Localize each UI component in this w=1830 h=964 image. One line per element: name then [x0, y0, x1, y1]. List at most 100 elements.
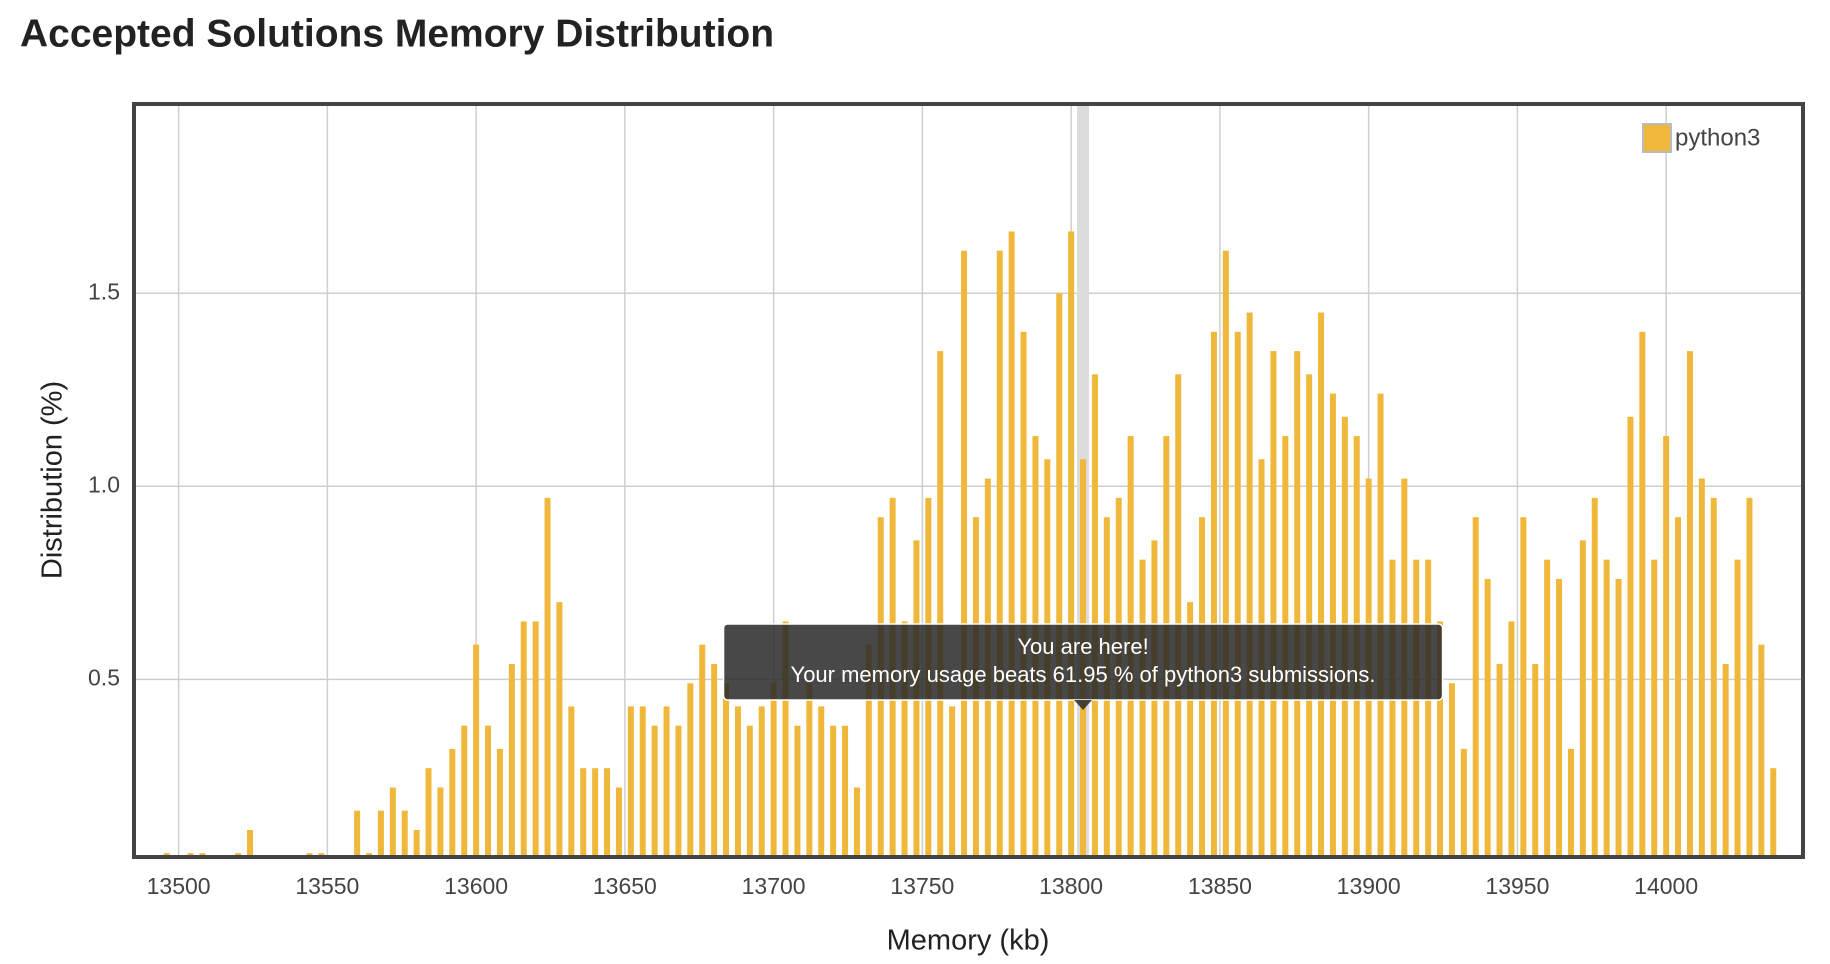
- bar: [1734, 559, 1741, 857]
- x-tick-label: 13700: [742, 873, 806, 899]
- y-axis-label: Distribution (%): [37, 381, 69, 579]
- x-tick-label: 13750: [890, 873, 954, 899]
- bar: [1234, 331, 1241, 857]
- x-tick-label: 13850: [1188, 873, 1252, 899]
- bar: [1425, 559, 1432, 857]
- bar: [1246, 312, 1253, 857]
- bar: [461, 725, 468, 857]
- bar: [901, 621, 908, 857]
- bar: [627, 706, 634, 857]
- bar: [1496, 663, 1503, 857]
- bar: [1579, 540, 1586, 857]
- bar: [1603, 559, 1610, 857]
- bar: [1615, 578, 1622, 857]
- bar: [604, 768, 611, 857]
- bar: [247, 829, 254, 857]
- bar: [568, 706, 575, 857]
- bar: [1460, 748, 1467, 857]
- bar: [1413, 559, 1420, 857]
- bar: [1472, 517, 1479, 857]
- bar: [1770, 768, 1777, 857]
- bar: [1520, 517, 1527, 857]
- bar: [1567, 748, 1574, 857]
- bar: [496, 748, 503, 857]
- bar: [1591, 497, 1598, 857]
- bar: [485, 725, 492, 857]
- bar: [615, 787, 622, 857]
- bar: [1651, 559, 1658, 857]
- bar: [1008, 231, 1015, 857]
- bar: [853, 787, 860, 857]
- tooltip-arrow: [1074, 700, 1093, 710]
- bar: [1091, 374, 1098, 857]
- bar: [437, 787, 444, 857]
- bar: [949, 706, 956, 857]
- bar: [580, 768, 587, 857]
- bar: [1139, 559, 1146, 857]
- bar: [1020, 331, 1027, 857]
- y-tick-label: 0.5: [88, 664, 120, 690]
- x-tick-label: 13550: [295, 873, 359, 899]
- bar: [449, 748, 456, 857]
- bar: [556, 602, 563, 857]
- bar: [1484, 578, 1491, 857]
- bar: [1222, 250, 1229, 857]
- x-axis-label: Memory (kb): [887, 925, 1050, 957]
- bar: [1627, 416, 1634, 857]
- bar: [1556, 578, 1563, 857]
- bar: [723, 683, 730, 857]
- bar: [544, 497, 551, 857]
- bar: [830, 725, 837, 857]
- bar: [1532, 663, 1539, 857]
- bar: [770, 683, 777, 857]
- bar: [1210, 331, 1217, 857]
- bar: [520, 621, 527, 857]
- bar: [996, 250, 1003, 857]
- bar: [508, 663, 515, 857]
- bar: [961, 250, 968, 857]
- bar: [401, 810, 408, 857]
- x-tick-label: 13900: [1337, 873, 1401, 899]
- bar: [675, 725, 682, 857]
- bar: [699, 644, 706, 857]
- tooltip-title: You are here!: [1017, 634, 1148, 659]
- legend-swatch: [1642, 123, 1672, 153]
- bar: [389, 787, 396, 857]
- bar: [806, 683, 813, 857]
- bar: [1758, 644, 1765, 857]
- bar: [1448, 683, 1455, 857]
- bar: [1056, 293, 1063, 857]
- bar: [1508, 621, 1515, 857]
- bar: [1306, 374, 1313, 857]
- bar: [663, 706, 670, 857]
- bar: [1175, 374, 1182, 857]
- x-tick-label: 13650: [593, 873, 657, 899]
- bar: [592, 768, 599, 857]
- bar: [1389, 559, 1396, 857]
- bar: [794, 725, 801, 857]
- tooltip-text: Your memory usage beats 61.95 % of pytho…: [791, 662, 1376, 687]
- y-tick-label: 1.0: [88, 471, 120, 497]
- bar: [354, 810, 361, 857]
- bar: [532, 621, 539, 857]
- bar: [1698, 478, 1705, 857]
- bar: [413, 829, 420, 857]
- bar: [842, 725, 849, 857]
- bar: [1722, 663, 1729, 857]
- bar: [1675, 517, 1682, 857]
- chart-title: Accepted Solutions Memory Distribution: [20, 12, 774, 55]
- x-tick-label: 14000: [1634, 873, 1698, 899]
- bar: [1270, 351, 1277, 857]
- bar: [865, 644, 872, 857]
- bar: [425, 768, 432, 857]
- bar: [937, 351, 944, 857]
- bar: [639, 706, 646, 857]
- bar: [1710, 497, 1717, 857]
- x-tick-label: 13600: [444, 873, 508, 899]
- bar: [1437, 621, 1444, 857]
- bar: [734, 706, 741, 857]
- bar: [1639, 331, 1646, 857]
- bar: [1187, 602, 1194, 857]
